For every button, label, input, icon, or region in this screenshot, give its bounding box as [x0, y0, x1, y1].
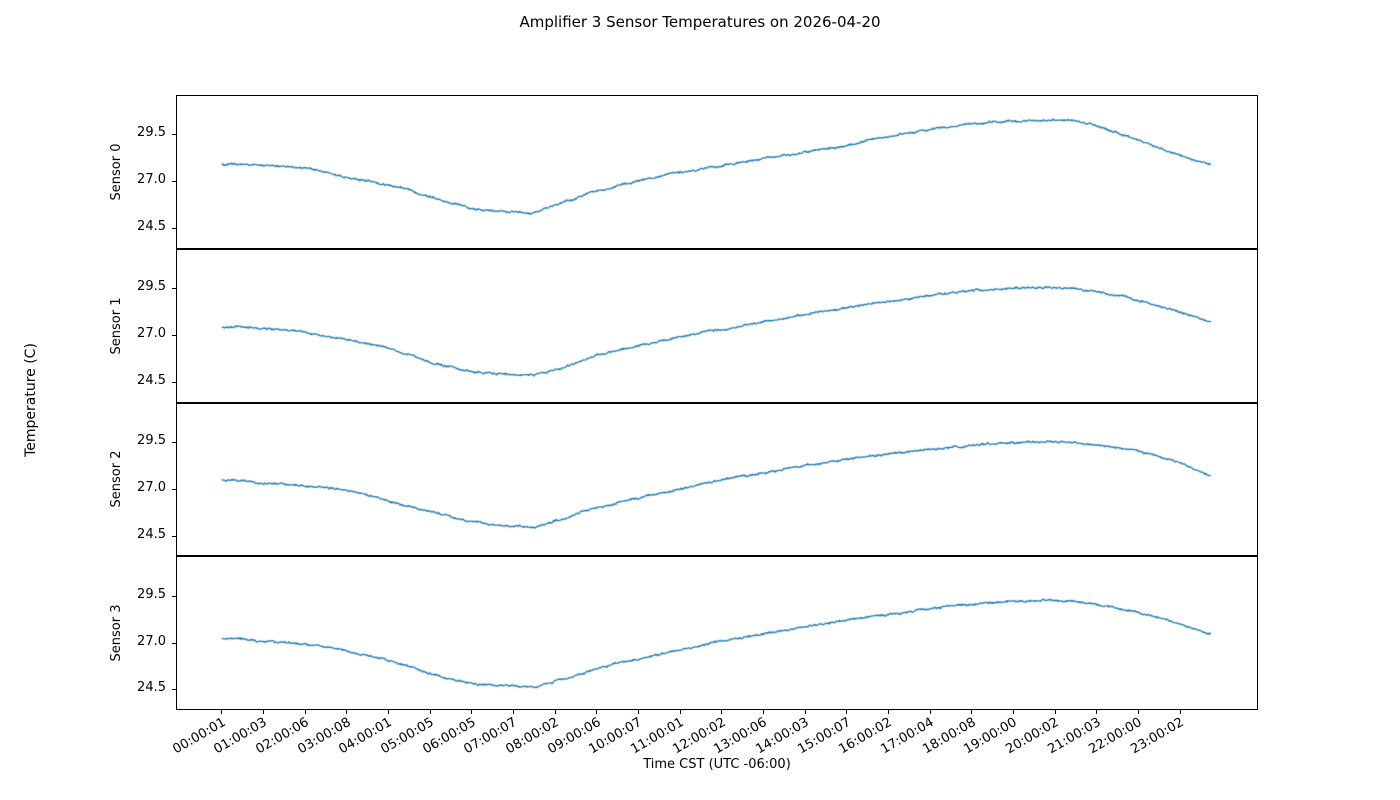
x-tick-mark — [387, 710, 389, 714]
y-tick-mark — [172, 488, 176, 490]
x-tick-mark — [679, 710, 681, 714]
x-tick-mark — [346, 710, 348, 714]
x-axis-label: Time CST (UTC -06:00) — [643, 757, 791, 772]
y-tick-label: 27.0 — [137, 479, 166, 495]
sensor-curves-canvas — [176, 95, 1258, 710]
chart-title: Amplifier 3 Sensor Temperatures on 2026-… — [519, 13, 881, 31]
y-tick-label: 27.0 — [137, 326, 166, 341]
x-tick-mark — [429, 710, 431, 714]
y-tick-mark — [172, 689, 176, 691]
y-tick-mark — [172, 288, 176, 290]
y-tick-mark — [172, 441, 176, 443]
x-tick-mark — [721, 710, 723, 714]
y-tick-label: 24.5 — [137, 219, 166, 235]
x-tick-mark — [1137, 710, 1139, 714]
y-axis-label: Temperature (C) — [23, 343, 39, 457]
subplot-ylabel: Sensor 2 — [109, 450, 124, 508]
plot-area: Sensor 0 29.5 27.0 24.5 Sensor 1 29.5 27.0 24.5… — [109, 95, 1258, 757]
y-tick-label: 29.5 — [137, 279, 166, 295]
y-tick-label: 29.5 — [137, 586, 166, 602]
x-tick-mark — [304, 710, 306, 714]
y-tick-label: 24.5 — [137, 680, 166, 696]
x-tick-mark — [554, 710, 556, 714]
y-tick-mark — [172, 134, 176, 136]
y-tick-label: 29.5 — [137, 125, 166, 141]
subplot-ylabel: Sensor 0 — [109, 143, 124, 201]
y-tick-mark — [172, 642, 176, 644]
x-tick-mark — [1054, 710, 1056, 714]
y-tick-mark — [172, 381, 176, 383]
x-tick-mark — [512, 710, 514, 714]
x-tick-mark — [887, 710, 889, 714]
x-tick-mark — [1179, 710, 1181, 714]
y-tick-label: 24.5 — [137, 526, 166, 542]
x-tick-mark — [846, 710, 848, 714]
x-tick-mark — [929, 710, 931, 714]
y-tick-label: 24.5 — [137, 372, 166, 388]
subplot-ylabel: Sensor 1 — [109, 297, 124, 355]
y-tick-mark — [172, 335, 176, 336]
y-tick-mark — [172, 535, 176, 537]
y-tick-mark — [172, 181, 176, 183]
y-tick-mark — [172, 228, 176, 230]
y-tick-label: 27.0 — [137, 633, 166, 649]
x-tick-mark — [596, 710, 598, 714]
subplot-ylabel: Sensor 3 — [109, 604, 124, 662]
y-tick-mark — [172, 595, 176, 597]
x-tick-mark — [637, 710, 639, 714]
x-tick-mark — [471, 710, 473, 714]
x-tick-mark — [804, 710, 806, 714]
y-tick-label: 27.0 — [137, 172, 166, 188]
x-tick-mark — [1012, 710, 1014, 714]
y-tick-label: 29.5 — [137, 432, 166, 448]
x-tick-mark — [971, 710, 973, 714]
x-tick-mark — [262, 710, 264, 714]
x-tick-mark — [762, 710, 764, 714]
x-tick-mark — [1096, 710, 1098, 714]
x-tick-mark — [221, 710, 223, 714]
